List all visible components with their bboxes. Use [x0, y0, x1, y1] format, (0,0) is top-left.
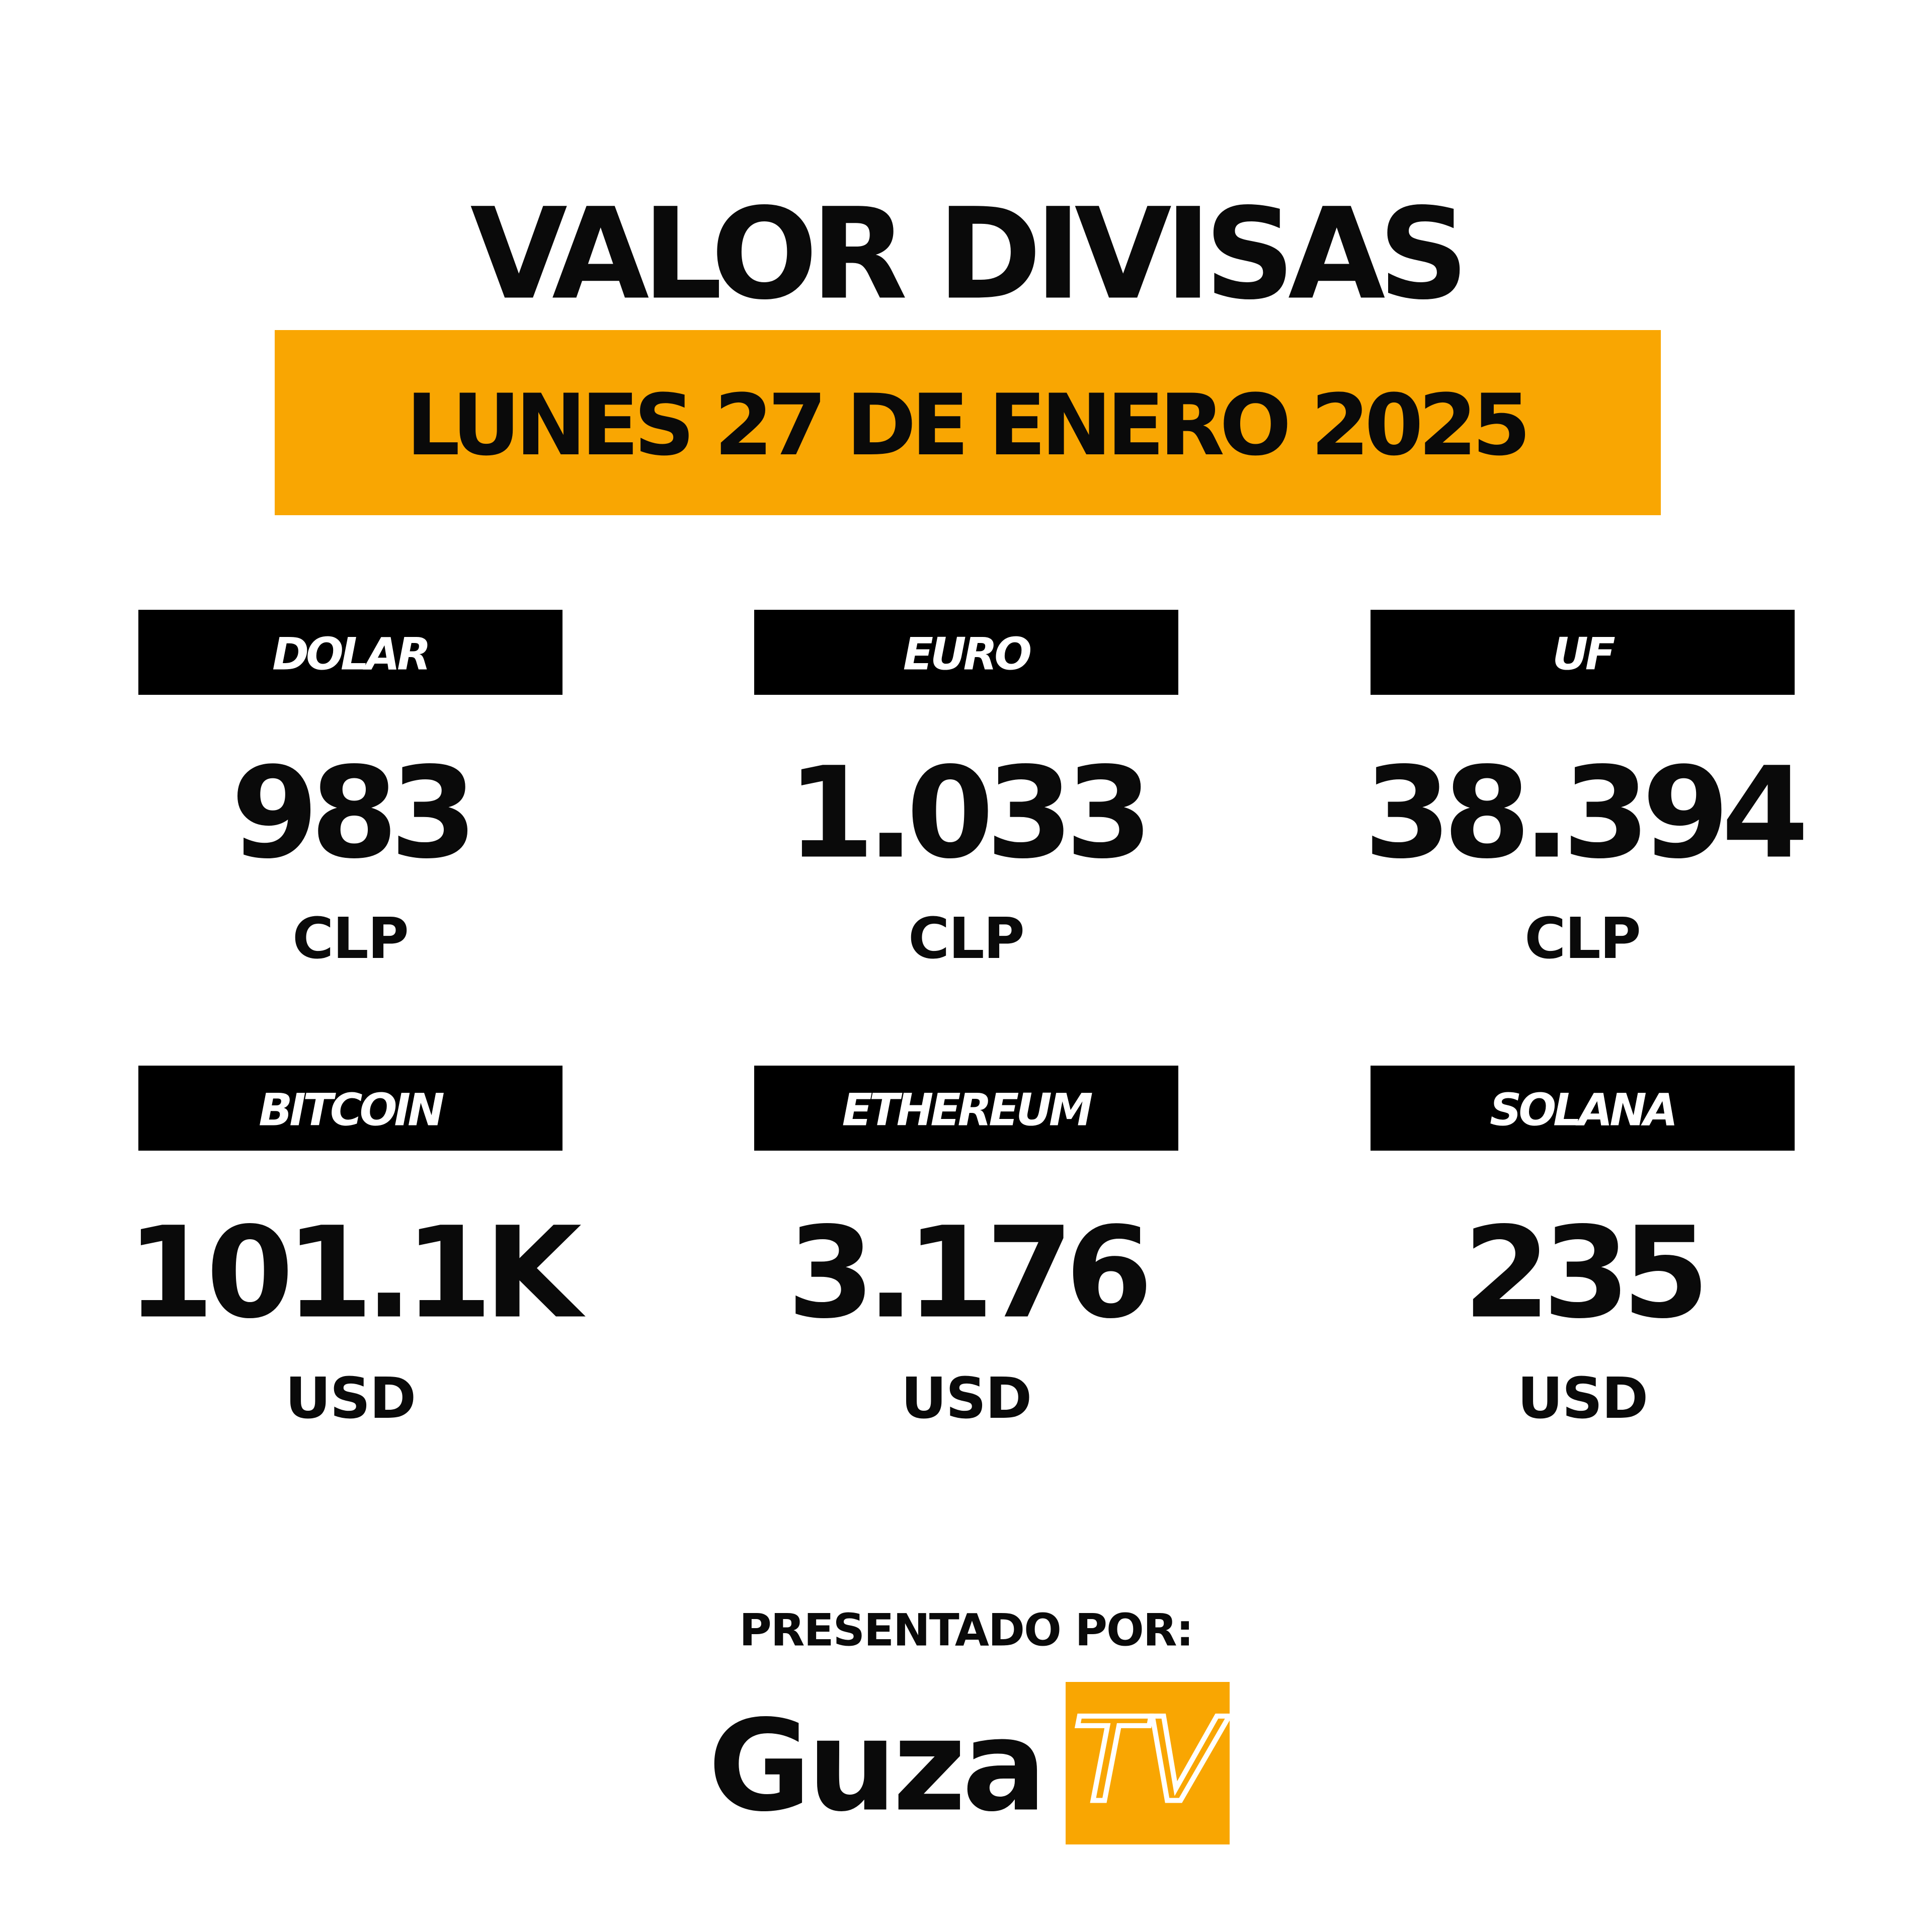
label-box: [754, 1066, 1178, 1151]
card-unit: USD: [901, 1366, 1032, 1431]
card-unit: CLP: [292, 906, 409, 972]
label-box: [138, 1066, 562, 1151]
brand-tv: TV: [1070, 1692, 1225, 1831]
card-value: 101.1K: [126, 1199, 582, 1346]
card-label: SOLANA: [1489, 1084, 1678, 1136]
card-value: 235: [1463, 1199, 1710, 1346]
card-label: ETHEREUM: [842, 1084, 1093, 1136]
card-label: EURO: [903, 628, 1032, 680]
label-box: [1371, 610, 1795, 695]
title: VALOR DIVISAS: [470, 181, 1469, 328]
card-unit: USD: [1517, 1366, 1649, 1431]
brand-tv-box: [1066, 1682, 1230, 1844]
card-label: UF: [1552, 628, 1616, 680]
date-banner: [275, 330, 1661, 515]
card-unit: CLP: [1524, 906, 1641, 972]
card-value: 983: [231, 740, 477, 887]
card-label: BITCOIN: [259, 1084, 445, 1136]
presented-by: PRESENTADO POR:: [739, 1604, 1194, 1656]
date: LUNES 27 DE ENERO 2025: [406, 376, 1531, 474]
label-box: [754, 610, 1178, 695]
card-value: 38.394: [1363, 740, 1809, 887]
label-box: [1371, 1066, 1795, 1151]
card-value: 1.033: [787, 740, 1153, 887]
brand: Guza: [708, 1693, 1046, 1839]
card-label: DOLAR: [272, 628, 431, 680]
label-box: [138, 610, 562, 695]
card-value: 3.176: [787, 1199, 1153, 1346]
card-unit: CLP: [908, 906, 1025, 972]
card-unit: USD: [285, 1366, 417, 1431]
